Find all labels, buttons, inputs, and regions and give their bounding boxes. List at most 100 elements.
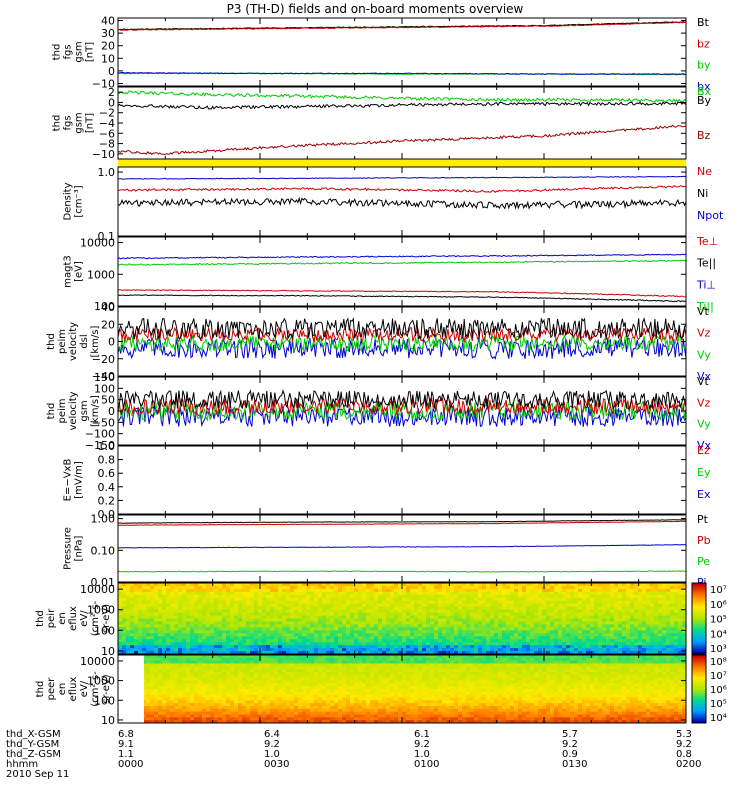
ytick-label: −50 (92, 416, 115, 429)
ytick-label: 0 (108, 336, 115, 349)
series-group-fgs_gsm_dp_nT (118, 90, 686, 156)
series-Pe (118, 570, 686, 573)
legend-entry: Vt (697, 375, 710, 388)
ytick-label: 2 (108, 86, 115, 99)
legend-entry: Bz (697, 129, 711, 142)
ytick-label: −6 (99, 127, 115, 140)
colorbar-peir_spectrogram: 10⁷ 10⁶ 10⁵ 10⁴ 10³ (691, 582, 727, 655)
orbit-value: 0.8 (676, 749, 692, 760)
legend-entry: Vy (697, 418, 711, 431)
ytick-label: 0 (108, 96, 115, 109)
legend-density: Ne Ni Npot (697, 165, 724, 222)
ylabel-line: en (57, 612, 68, 625)
series-Ne (118, 185, 686, 193)
ytick-label: 10 (101, 52, 115, 65)
orbit-value: 6.8 (118, 729, 134, 740)
ytick-label: 10000 (80, 237, 115, 250)
ylabel-line: thd (46, 333, 57, 350)
series-group-pressure (118, 519, 686, 573)
colorbar-tick-label: 10⁶ (710, 685, 727, 696)
spectrogram-peer_spectrogram (118, 655, 686, 723)
legend-temperature: Te⊥ Te|| Ti⊥ Ti|| (696, 235, 718, 313)
colorbar-tick-label: 10⁵ (710, 699, 727, 710)
legend-entry: Ex (697, 488, 711, 501)
series-Pb (118, 520, 686, 526)
orbit-value: 1.0 (264, 749, 280, 760)
legend-entry: Pt (697, 513, 709, 526)
legend-e_vxb: Ez Ey Ex (697, 444, 711, 501)
series-Vx (118, 336, 686, 360)
ytick-label: 0.2 (98, 494, 116, 507)
series-Bz (118, 124, 686, 156)
legend-entry: Vx (697, 370, 712, 383)
ytick-label: 40 (101, 301, 115, 314)
legend-peim_velocity_dsl: Vt Vz Vy Vx (697, 305, 712, 383)
ylabel-line: (cm²-s- (90, 671, 101, 707)
series-Npot (118, 175, 686, 180)
ytick-label: 0.01 (91, 576, 116, 589)
panel-frame (117, 306, 687, 377)
ylabel-line: velocity (68, 391, 79, 430)
ytick-label: 0 (108, 405, 115, 418)
ytick-label: 50 (101, 394, 115, 407)
series-Te|| (118, 294, 686, 303)
ytick-label: 100 (94, 382, 115, 395)
orbit-value: 9.2 (264, 739, 280, 750)
ytick-label: −10 (92, 77, 115, 90)
series-group-peim_velocity_gsm (118, 389, 686, 428)
ytick-label: 100 (94, 300, 115, 313)
ylabel-line: gsm (74, 41, 85, 62)
ytick-label: 1.00 (91, 513, 116, 526)
ylabel-line: thd (46, 403, 57, 420)
legend-entry: Vz (697, 396, 711, 409)
ylabel-line: eV/ (79, 610, 90, 627)
ylabel-line: thd (35, 681, 46, 698)
ytick-label: 10000 (80, 655, 115, 668)
series-Vy (118, 333, 686, 353)
colorbar-tick-label: 10⁷ (710, 671, 727, 682)
ylabel-line: [nPa] (74, 535, 85, 561)
ylabel-line: E=−VxB (63, 459, 74, 502)
series-Ti⊥ (118, 253, 686, 260)
ylabel-line: peim (57, 329, 68, 354)
legend-entry: Vy (697, 348, 711, 361)
ytick-label: −150 (85, 439, 115, 452)
ytick-label: 0.0 (98, 508, 116, 521)
legend-entry: Vz (697, 327, 711, 340)
ylabel-line: gsm (74, 112, 85, 133)
series-Pi (118, 544, 686, 549)
legend-entry: Pe (697, 555, 710, 568)
series-bz (118, 21, 686, 31)
ylabel-line: gsm (79, 400, 90, 421)
ylabel-line: magt3 (63, 255, 74, 288)
ylabel-line: [km/s] (90, 325, 101, 357)
panel-density: 1.0 0.1 Density [cm⁻³] Ne Ni Npot (63, 165, 724, 243)
ytick-label: 1.0 (98, 440, 116, 453)
orbit-value: 0200 (676, 759, 702, 770)
orbit-ephemeris-table: thd_X-GSM 6.8 6.4 6.1 5.7 5.3 thd_Y-GSM 9.1 9.2 9… (6, 730, 716, 780)
ylabel-line: [km/s] (90, 395, 101, 427)
ytick-label: 0 (108, 65, 115, 78)
ylabel-line: eflux (68, 677, 79, 702)
panel-peir_spectrogram: 10⁷ 10⁶ 10⁵ 10⁴ 10³ 10000 1000 100 10 thd peir en ef… (35, 582, 727, 658)
data-gap (118, 655, 144, 723)
orbit-row-label: thd_Y-GSM (6, 739, 60, 750)
ytick-label: −40 (92, 370, 115, 383)
orbit-value: 9.1 (118, 739, 134, 750)
series-Ti|| (118, 259, 686, 266)
colorbar-tick-label: 10⁵ (710, 615, 727, 626)
legend-entry: Vt (697, 305, 710, 318)
ytick-label: 30 (101, 27, 115, 40)
series-Vz (118, 396, 686, 416)
colorbar-tick-label: 10⁶ (710, 600, 727, 611)
series-Bx (118, 90, 686, 103)
orbit-value: 9.2 (562, 739, 578, 750)
ytick-label: 150 (94, 371, 115, 384)
ylabel-line: (cm²-s- (90, 600, 101, 636)
panel-frame (117, 17, 687, 87)
legend-entry: by (697, 59, 711, 72)
colorbar-tick-label: 10⁷ (710, 585, 727, 596)
orbit-value: 0000 (118, 759, 144, 770)
